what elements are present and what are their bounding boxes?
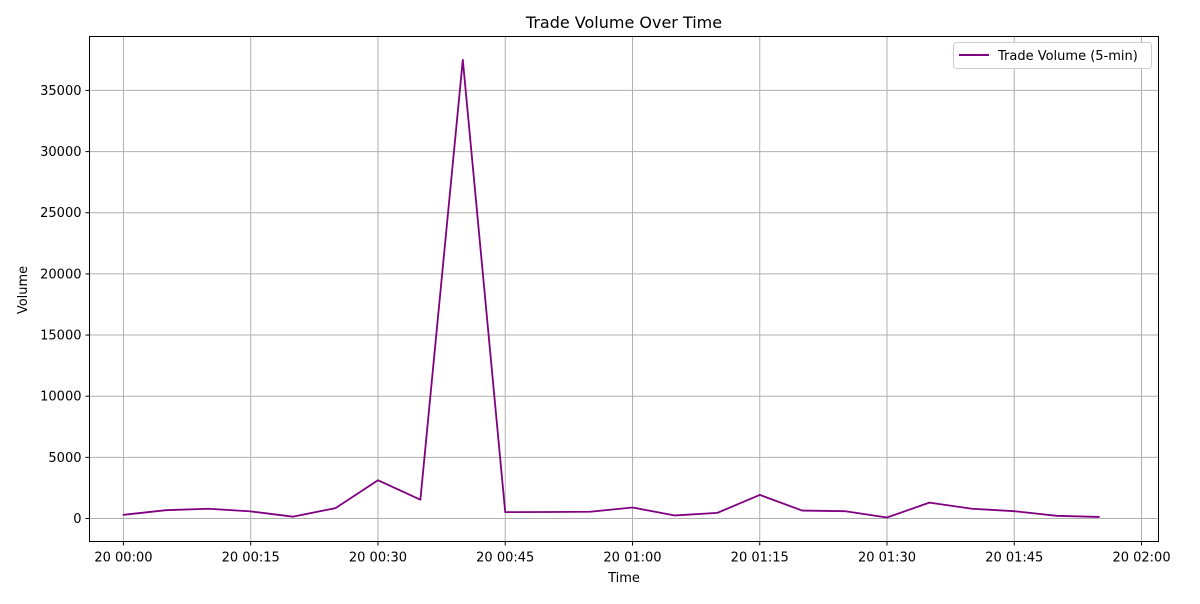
y-tick-label: 30000: [40, 145, 81, 160]
y-tick-label: 15000: [40, 329, 81, 344]
chart-title: Trade Volume Over Time: [525, 13, 722, 32]
data-point: [589, 510, 591, 513]
data-point: [292, 515, 294, 518]
data-point: [165, 509, 167, 511]
series-line: [123, 58, 1100, 519]
data-point: [801, 509, 803, 512]
legend-box: [953, 42, 1152, 69]
y-tick-label: 20000: [40, 267, 81, 282]
data-point: [462, 59, 464, 61]
legend-label: Trade Volume (5-min): [997, 49, 1138, 64]
data-point: [1098, 516, 1100, 518]
data-point: [419, 498, 422, 501]
data-point: [249, 510, 252, 513]
data-point: [377, 479, 379, 482]
y-tick-label: 5000: [48, 451, 81, 466]
y-tick-label: 25000: [40, 206, 81, 221]
data-point: [716, 512, 719, 514]
data-point: [207, 507, 210, 510]
legend: Trade Volume (5-min): [953, 42, 1152, 69]
data-point: [631, 506, 634, 509]
y-axis-label: Volume: [16, 266, 31, 314]
data-point: [843, 510, 846, 512]
data-point: [504, 511, 507, 513]
x-tick-label: 20 01:15: [731, 551, 789, 566]
data-point: [334, 507, 337, 509]
x-tick-label: 20 01:45: [985, 551, 1043, 566]
data-point: [971, 507, 973, 510]
data-point: [674, 514, 676, 517]
x-tick-label: 20 01:00: [603, 551, 661, 566]
data-point: [886, 516, 888, 519]
x-tick-label: 20 00:15: [222, 551, 280, 566]
data-point: [122, 514, 125, 516]
grid-lines: [89, 36, 1159, 542]
data-point: [928, 501, 931, 504]
data-point: [1013, 510, 1016, 512]
data-point: [1055, 515, 1058, 517]
y-tick-label: 10000: [40, 390, 81, 405]
data-point: [546, 511, 549, 513]
data-point: [758, 494, 761, 496]
y-axis-ticks: 0 5000 10000 15000 20000 25000 30000 35000: [40, 84, 90, 527]
series-layer: [122, 58, 1100, 519]
x-tick-label: 20 02:00: [1112, 551, 1170, 566]
x-axis-label: Time: [607, 571, 640, 586]
x-tick-label: 20 00:45: [476, 551, 534, 566]
y-tick-label: 35000: [40, 84, 81, 99]
x-tick-label: 20 01:30: [858, 551, 916, 566]
x-axis-ticks: 20 00:00 20 00:15 20 00:30 20 00:45 20 01:00…: [94, 541, 1171, 566]
x-tick-label: 20 00:30: [349, 551, 407, 566]
plot-frame: [89, 36, 1159, 542]
y-tick-label: 0: [73, 512, 81, 527]
x-tick-label: 20 00:00: [94, 551, 152, 566]
